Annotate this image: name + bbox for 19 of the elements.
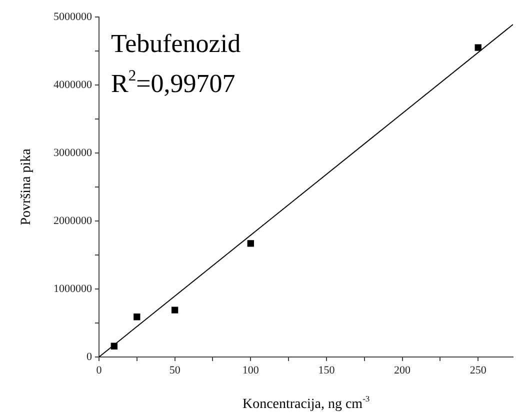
point: [171, 306, 178, 314]
y-axis-title: Površina pika: [19, 148, 34, 226]
x-tick-label: 200: [394, 364, 412, 376]
x-tick-label: 250: [470, 364, 487, 376]
point: [474, 44, 482, 51]
x-tick-label: 0: [96, 364, 102, 376]
point: [110, 342, 118, 350]
point: [247, 240, 254, 247]
x-tick-label: 100: [242, 364, 260, 376]
x-tick-label: 150: [318, 364, 336, 376]
annotation: Tebufenozid: [111, 29, 241, 58]
x-tick-label: 50: [169, 364, 181, 376]
y-tick-label: 2000000: [54, 214, 92, 227]
y-tick-label: 4000000: [54, 78, 92, 91]
y-tick-label: 5000000: [54, 10, 92, 23]
y-tick-label: 1000000: [54, 282, 92, 295]
y-tick-label: 3000000: [54, 146, 92, 159]
y-tick-label: 0: [86, 350, 92, 363]
point: [134, 314, 140, 320]
